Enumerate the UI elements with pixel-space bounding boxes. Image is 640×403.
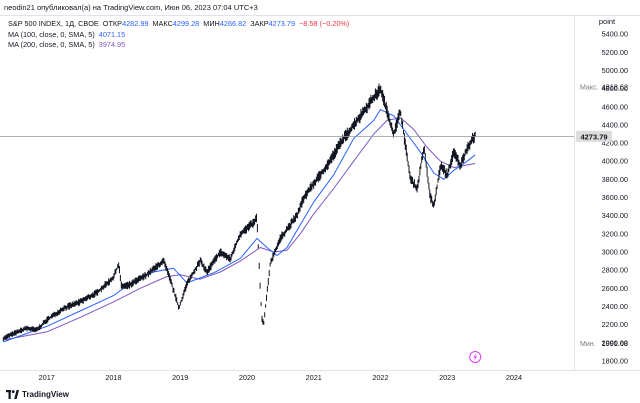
legend-ma100-label: MA (100, close, 0, SMA, 5) <box>8 29 95 39</box>
legend-ma200-row[interactable]: MA (200, close, 0, SMA, 5) 3974.95 <box>8 40 349 51</box>
y-tick-label: 5200.00 <box>602 48 628 57</box>
y-tick-label: 3600.00 <box>602 193 628 202</box>
x-tick-label: 2020 <box>239 373 255 382</box>
y-tick-label: 2200.00 <box>602 320 628 329</box>
y-tick-label: 2600.00 <box>602 284 628 293</box>
last-price-badge-text: 4273.79 <box>580 132 607 141</box>
x-tick-label: 2021 <box>306 373 322 382</box>
y-tick-label: 4200.00 <box>602 139 628 148</box>
legend-open-value: 4282.99 <box>122 19 149 28</box>
footer-brand[interactable]: TradingView <box>22 390 69 399</box>
y-tick-label: 3400.00 <box>602 211 628 220</box>
publisher-text: neodin21 опубликовал(а) на TradingView.c… <box>4 3 258 12</box>
y-tick-label: 4800.00 <box>602 84 628 93</box>
x-tick-label: 2023 <box>439 373 455 382</box>
y-tick-label: 2800.00 <box>602 266 628 275</box>
max-value: 4818.62 <box>602 82 628 91</box>
min-value: 1991.68 <box>602 339 628 348</box>
publisher-bar: neodin21 опубликовал(а) на TradingView.c… <box>0 0 640 15</box>
y-tick-label: 4400.00 <box>602 120 628 129</box>
x-tick-label: 2017 <box>39 373 55 382</box>
y-tick-label: 3200.00 <box>602 229 628 238</box>
legend-change-value: −8.58 (−0.20%) <box>299 19 350 28</box>
y-tick-label: 2400.00 <box>602 302 628 311</box>
legend-close-label: ЗАКР <box>250 19 269 28</box>
legend-ma100-value: 4071.15 <box>98 29 126 39</box>
y-tick-label: 5000.00 <box>602 66 628 75</box>
y-tick-label: 2000.00 <box>602 338 628 347</box>
legend-low-label: МИН <box>203 19 220 28</box>
price-series <box>2 83 476 342</box>
x-tick-label: 2022 <box>372 373 388 382</box>
legend-ma100-row[interactable]: MA (100, close, 0, SMA, 5) 4071.15 <box>8 30 349 41</box>
header-divider <box>0 15 640 16</box>
legend-ohlc-row: S&P 500 INDEX, 1Д, CBOE ОТКР4282.99 МАКС42… <box>8 19 349 30</box>
x-tick-label: 2018 <box>105 373 121 382</box>
price-scale <box>574 16 640 370</box>
legend-symbol[interactable]: S&P 500 INDEX, 1Д, CBOE <box>8 19 99 28</box>
legend-low-value: 4266.82 <box>219 19 247 28</box>
tradingview-logo-icon[interactable] <box>6 390 19 399</box>
y-tick-label: 4000.00 <box>602 157 628 166</box>
y-tick-label: 3000.00 <box>602 248 628 257</box>
y-tick-label: 5400.00 <box>602 30 628 39</box>
last-price-badge <box>576 130 612 142</box>
legend-ma200-label: MA (200, close, 0, SMA, 5) <box>8 40 95 49</box>
x-tick-label: 2024 <box>506 373 522 382</box>
legend-open-label: ОТКР <box>102 19 123 28</box>
lightning-glyph <box>473 353 478 361</box>
y-tick-label: 4600.00 <box>602 102 628 111</box>
max-label: Макс. <box>580 84 598 91</box>
ma200-line <box>3 117 476 341</box>
legend-ma200-value: 3974.95 <box>98 40 126 49</box>
x-tick-label: 2019 <box>172 373 188 382</box>
legend-high-value: 4299.28 <box>172 19 200 28</box>
y-axis-unit-label: point <box>599 17 616 26</box>
y-tick-label: 3800.00 <box>602 175 628 184</box>
legend-high-label: МАКС <box>152 19 173 28</box>
chart-legend: S&P 500 INDEX, 1Д, CBOE ОТКР4282.99 МАКС42… <box>8 19 349 51</box>
legend-close-value: 4273.79 <box>268 19 296 28</box>
y-tick-label: 1800.00 <box>602 356 628 365</box>
min-label: Мин. <box>580 341 596 348</box>
footer-bar: TradingView <box>0 386 640 403</box>
